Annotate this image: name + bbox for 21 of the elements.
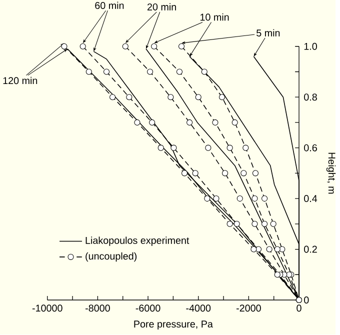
y-axis-title: Height, m <box>326 153 336 194</box>
x-tick-label: -6000 <box>136 304 160 312</box>
legend-label: (uncoupled) <box>86 252 137 262</box>
y-tick-label: 0.2 <box>304 246 317 254</box>
y-tick-label: 0.4 <box>304 195 318 202</box>
annotation: 10 min <box>200 14 229 21</box>
y-tick-label: 0.6 <box>304 144 317 152</box>
y-tick-label: 1.0 <box>304 43 317 50</box>
y-tick-label: 0 <box>304 296 309 304</box>
y-tick-label: 0.8 <box>304 94 317 101</box>
x-axis-title: Pore pressure, Pa <box>134 320 213 330</box>
x-tick-label: -2000 <box>236 304 261 312</box>
legend-label: Liakopoulos experiment <box>86 236 190 246</box>
x-tick-label: -10000 <box>32 304 62 312</box>
x-tick-label: 0 <box>296 304 302 312</box>
x-tick-label: -4000 <box>186 304 211 312</box>
annotation: 60 min <box>95 2 124 10</box>
x-tick-label: -8000 <box>86 304 110 312</box>
annotation: 5 min <box>256 29 280 37</box>
annotation: 20 min <box>147 3 176 11</box>
annotation: 120 min <box>3 77 38 84</box>
